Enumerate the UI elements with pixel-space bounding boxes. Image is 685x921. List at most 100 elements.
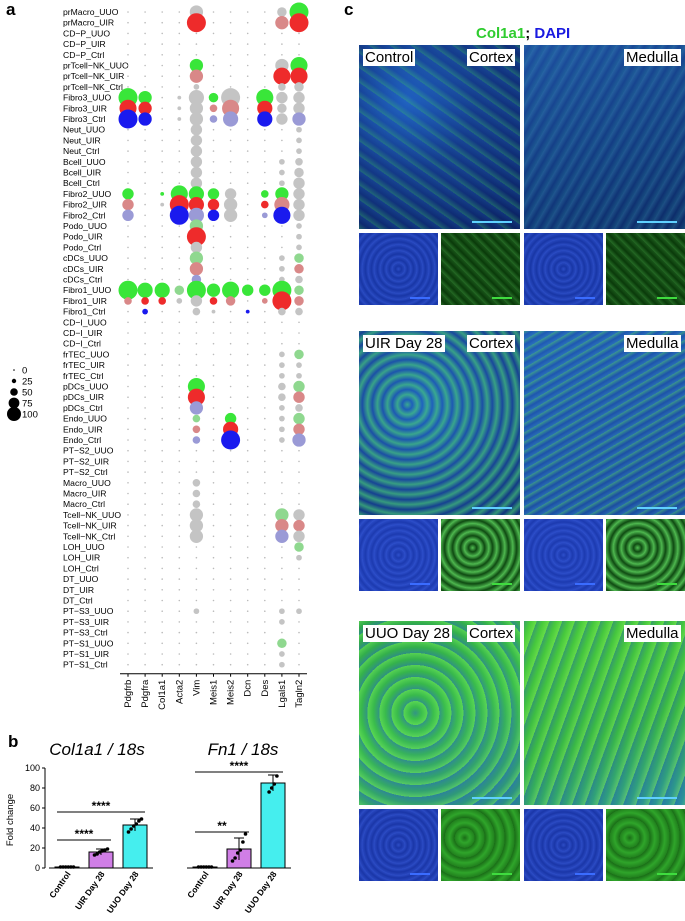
dot-min: [178, 246, 181, 249]
dot-min: [144, 64, 146, 67]
dot: [211, 309, 216, 314]
row-label: PT−S1_UUO: [63, 638, 114, 648]
dot-min: [144, 203, 146, 206]
dot-min: [161, 460, 163, 463]
dot-min: [161, 364, 163, 366]
dot-min: [229, 653, 232, 655]
dot-min: [178, 460, 181, 463]
dot: [142, 308, 148, 315]
y-tick-label: 0: [35, 863, 40, 873]
dot-min: [161, 482, 163, 484]
dot-min: [178, 428, 181, 431]
dot-min: [212, 268, 215, 270]
dot-min: [281, 546, 283, 548]
scale-bar: [472, 221, 512, 223]
dot-min: [127, 171, 129, 174]
category-label: UUO Day 28: [243, 869, 279, 915]
dot-min: [127, 150, 129, 152]
dot-min: [281, 235, 283, 238]
dot: [190, 177, 203, 189]
category-label: UIR Day 28: [211, 869, 245, 911]
dot-min: [178, 524, 181, 527]
dot-min: [229, 546, 232, 548]
dot: [294, 82, 304, 92]
dot-min: [178, 439, 181, 441]
dot-min: [212, 246, 215, 249]
dot-min: [144, 364, 146, 366]
dot: [122, 209, 134, 221]
dot-min: [161, 342, 163, 345]
dot-min: [127, 11, 129, 13]
gene-label: Col1a1: [157, 680, 168, 710]
dot-min: [161, 599, 163, 602]
data-point: [196, 865, 201, 869]
dot-min: [178, 599, 181, 602]
dot-min: [127, 471, 129, 473]
dot-min: [161, 535, 163, 538]
dot-min: [127, 139, 129, 142]
dot-min: [161, 428, 163, 431]
cortex-col1a1-image: [441, 519, 520, 591]
data-point: [199, 865, 203, 869]
dot: [295, 307, 303, 316]
dot: [192, 479, 201, 487]
dot-min: [127, 268, 129, 270]
dot-min: [144, 161, 146, 163]
dot-min: [161, 663, 163, 666]
scale-bar: [637, 797, 677, 799]
dot-min: [127, 524, 129, 527]
scale-bar: [472, 507, 512, 509]
dot-min: [144, 75, 146, 77]
dot-min: [229, 64, 232, 67]
dot: [190, 241, 203, 254]
dot-min: [178, 171, 181, 174]
row-label: PT−S2_UIR: [63, 456, 109, 466]
bar-charts-content: 0 20 40 60 80 100 Fold change Col1a1 / 18s Contr…: [5, 740, 291, 915]
dot-min: [212, 556, 215, 559]
row-label: Neut_UUO: [63, 125, 105, 135]
row-label: prMacro_UUO: [63, 7, 119, 17]
dot-min: [161, 246, 163, 249]
dot: [293, 91, 305, 104]
dot-min: [298, 449, 300, 452]
dot-min: [161, 235, 163, 238]
dot-min: [144, 610, 146, 612]
dot-min: [161, 375, 163, 377]
dot-min: [178, 268, 181, 270]
row-label: LOH_Ctrl: [63, 563, 99, 573]
scale-bar: [657, 297, 677, 299]
dot: [279, 426, 285, 433]
dot-min: [298, 631, 300, 634]
row-label: cDCs_UIR: [63, 264, 104, 274]
y-tick-label: 40: [30, 823, 40, 833]
row-label: Fibro1_UUO: [63, 285, 112, 295]
scale-bar: [410, 873, 430, 875]
dot: [189, 262, 204, 276]
dot-min: [281, 332, 283, 334]
dot-min: [212, 375, 215, 377]
row-label: Macro_UUO: [63, 478, 111, 488]
dot-min: [161, 567, 163, 570]
row-label: CD−I_UIR: [63, 328, 102, 338]
dot: [275, 187, 289, 201]
dot-min: [161, 32, 163, 35]
dot: [221, 430, 241, 450]
dot-min: [127, 439, 129, 441]
dot-min: [161, 621, 163, 623]
dot-min: [246, 375, 249, 377]
dot-min: [178, 75, 181, 77]
dot-min: [246, 64, 249, 67]
dot-min: [127, 428, 129, 431]
legend-dot: [7, 407, 21, 421]
dot-min: [229, 321, 232, 324]
gene-label: Dcn: [243, 680, 254, 697]
row-label: DT_UUO: [63, 574, 99, 584]
dot: [257, 100, 273, 116]
dot: [279, 255, 285, 261]
dot-min: [229, 32, 232, 35]
cortex-label: Cortex: [467, 625, 516, 642]
dot-min: [161, 642, 163, 645]
title-col1a1: Col1a1: [476, 25, 526, 42]
row-label: PT−S1_Ctrl: [63, 660, 108, 670]
